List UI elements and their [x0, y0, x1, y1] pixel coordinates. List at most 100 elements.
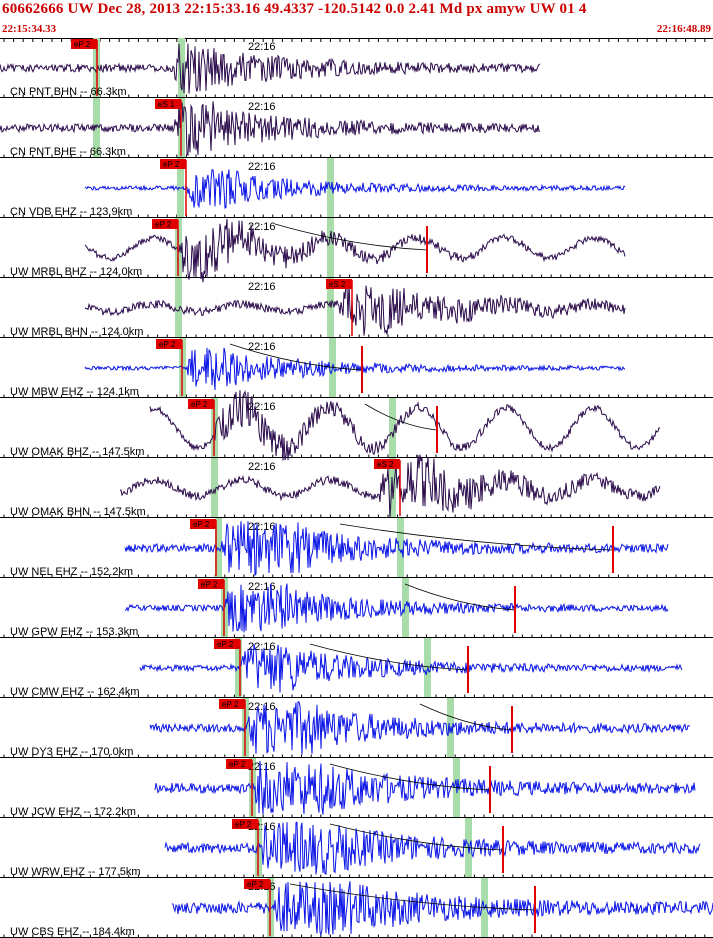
station-label: UW MRBL BHZ -- 124.0km [10, 266, 142, 278]
trace-row: 22:16 eS 2 UW MRBL BHN -- 124.0km [0, 278, 713, 338]
station-label: UW WRW EHZ -- 177.5km [10, 866, 141, 878]
pick-label: eP 2 [217, 640, 234, 649]
end-time: 22:16:48.89 [656, 23, 711, 35]
trace-row: 22:16 eP 2 UW MRBL BHZ -- 124.0km [0, 218, 713, 283]
pick-label: eP 2 [163, 160, 180, 169]
pick-label: eS 2 [377, 460, 394, 469]
trace-row: 22:16 eS 1 CN PNT BHE -- 66.3km [0, 98, 713, 158]
waveform-trace [84, 169, 626, 209]
waveform-trace [149, 390, 661, 461]
pick-label: eP 2 [222, 700, 239, 709]
trace-row: 22:16 eP 2 UW CMW EHZ -- 162.4km [0, 638, 713, 698]
station-label: UW GPW EHZ -- 153.3km [10, 626, 138, 638]
moveout-curve [329, 823, 504, 851]
minute-mark-label: 22:16 [248, 221, 276, 233]
waveform-trace [0, 101, 541, 157]
trace-row: 22:16 eP 2 UW GPW EHZ -- 153.3km [0, 578, 713, 638]
event-title: 60662666 UW Dec 28, 2013 22:15:33.16 49.… [2, 1, 587, 17]
waveform-trace [119, 454, 661, 518]
pick-label-box [244, 879, 270, 889]
time-ruler [0, 38, 713, 42]
theoretical-arrival-bar [177, 158, 184, 217]
moveout-curve [419, 703, 513, 731]
pick-label: eP 2 [74, 40, 91, 49]
minute-mark-label: 22:16 [248, 341, 276, 353]
pick-label-box [190, 519, 216, 529]
minute-mark-label: 22:16 [248, 101, 276, 113]
waveform-trace [84, 281, 626, 336]
pick-label-box [198, 579, 224, 589]
pick-label: eS 1 [158, 100, 175, 109]
station-label: UW JCW EHZ -- 172.2km [10, 806, 136, 818]
minute-mark-label: 22:16 [248, 521, 276, 533]
pick-label-box [155, 99, 181, 109]
trace-row: 22:16 eP 2 UW NEL EHZ -- 152.2km [0, 518, 713, 578]
waveform-trace [154, 761, 696, 815]
moveout-curve [364, 403, 438, 431]
pick-label: eP 2 [193, 520, 210, 529]
start-time: 22:15:34.33 [2, 23, 57, 35]
pick-label-box [226, 759, 252, 769]
waveform-trace [0, 43, 541, 94]
moveout-curve [329, 763, 491, 791]
minute-mark-label: 22:16 [248, 41, 276, 53]
waveform-trace [139, 644, 683, 693]
minute-mark-label: 22:16 [248, 701, 276, 713]
theoretical-arrival-bar [178, 38, 185, 97]
pick-label-box [326, 279, 352, 289]
pick-label: eP 2 [247, 880, 264, 889]
moveout-curve [309, 643, 469, 671]
pick-label-box [71, 39, 97, 49]
minute-mark-label: 22:16 [248, 761, 276, 773]
pick-label: eP 2 [155, 220, 172, 229]
trace-row: 22:16 eS 2 UW OMAK BHN -- 147.5km [0, 454, 713, 518]
trace-row: 22:16 eP 2 UW DY3 EHZ -- 170.0km [0, 698, 713, 758]
seismogram-panel: 22:16 eP 2 CN PNT BHN -- 66.3km 22:16 eS 1 CN… [0, 38, 713, 938]
waveform-trace [84, 347, 626, 391]
station-label: CN VDB EHZ -- 123.9km [10, 206, 132, 218]
station-label: UW OMAK BHZ -- 147.5km [10, 446, 144, 458]
pick-label-box [156, 339, 182, 349]
station-label: UW CBS EHZ -- 184.4km [10, 926, 135, 938]
waveform-trace [171, 881, 713, 937]
minute-mark-label: 22:16 [248, 461, 276, 473]
moveout-curve [404, 583, 516, 611]
waveform-trace [164, 821, 701, 875]
moveout-curve [229, 343, 363, 371]
theoretical-arrival-bar [397, 518, 404, 577]
pick-label: eP 2 [235, 820, 252, 829]
station-label: UW NEL EHZ -- 152.2km [10, 566, 133, 578]
theoretical-arrival-bar [389, 398, 396, 457]
waveform-trace [124, 521, 669, 577]
theoretical-arrival-bar [424, 638, 431, 697]
minute-mark-label: 22:16 [248, 281, 276, 293]
trace-row: 22:16 eP 2 CN PNT BHN -- 66.3km [0, 38, 713, 98]
minute-mark-label: 22:16 [248, 581, 276, 593]
station-label: UW OMAK BHN -- 147.5km [10, 506, 146, 518]
waveform-trace [124, 583, 669, 633]
pick-label-box [232, 819, 258, 829]
seismogram-traces: 22:16 eP 2 CN PNT BHN -- 66.3km 22:16 eS 1 CN… [0, 38, 713, 938]
station-label: UW CMW EHZ -- 162.4km [10, 686, 140, 698]
station-label: CN PNT BHN -- 66.3km [10, 86, 127, 98]
station-label: UW MRBL BHN -- 124.0km [10, 326, 143, 338]
pick-label-box [188, 399, 214, 409]
waveform-trace [84, 218, 626, 283]
moveout-curve [274, 223, 428, 251]
pick-label-box [152, 219, 178, 229]
minute-mark-label: 22:16 [248, 641, 276, 653]
pick-label: eP 2 [191, 400, 208, 409]
minute-mark-label: 22:16 [248, 161, 276, 173]
moveout-curve [339, 523, 614, 551]
pick-label-box [214, 639, 240, 649]
pick-label: eP 2 [201, 580, 218, 589]
theoretical-arrival-bar [327, 158, 334, 217]
station-label: UW DY3 EHZ -- 170.0km [10, 746, 133, 758]
station-label: UW MBW EHZ -- 124.1km [10, 386, 139, 398]
pick-label-box [374, 459, 400, 469]
theoretical-arrival-bar [211, 458, 218, 517]
theoretical-arrival-bar [327, 218, 334, 277]
